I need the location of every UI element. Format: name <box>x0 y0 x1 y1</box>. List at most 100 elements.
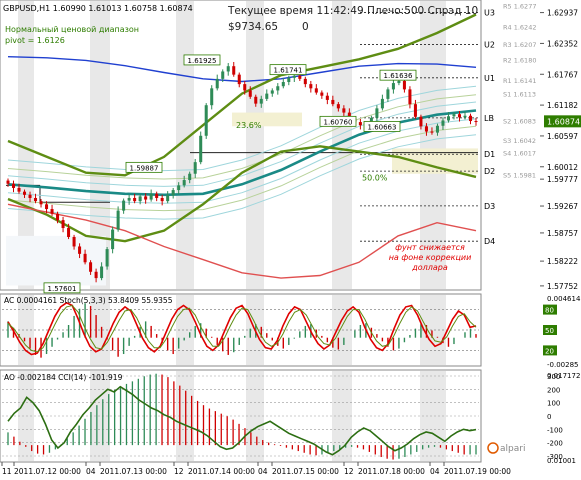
pivot-point-label: S5 1.5981 <box>503 171 536 179</box>
price-tick-label: 1.61767 <box>547 70 578 79</box>
candle-body <box>419 116 423 127</box>
candle-body <box>23 191 27 195</box>
moving-average-line <box>7 203 477 279</box>
pivot-level-label: U2 <box>484 41 495 50</box>
time-label: 2011.07.12 00:00 <box>14 467 81 476</box>
time-label: 04 <box>86 467 96 476</box>
time-label: 04 <box>258 467 268 476</box>
session-stripe <box>420 371 446 461</box>
candle-body <box>50 209 54 214</box>
price-label-box <box>319 115 357 127</box>
candle-body <box>391 83 395 90</box>
moving-average-line <box>7 145 477 243</box>
candle-body <box>402 80 406 90</box>
candle-body <box>177 185 181 191</box>
candle-body <box>204 105 208 136</box>
session-stripe <box>90 295 110 365</box>
candle-body <box>199 135 203 163</box>
ao-cci-stripes <box>18 371 446 461</box>
server-info: Текущее время 11:42:49 Плечо:500 Спрэд 1… <box>227 5 478 17</box>
pivot-level-label: U1 <box>484 74 495 83</box>
price-pane[interactable]: 1.61925 1.61741 1.61636 1.60760 1.60663 1.598… <box>0 0 536 294</box>
candle-body <box>149 193 153 200</box>
alpari-logo-icon <box>487 442 499 454</box>
candle-body <box>336 104 340 109</box>
price-tick-label: 1.57752 <box>547 282 578 291</box>
ac-stoch-pane[interactable]: AC 0.0004161 Stoch(5,3,3) 53.8409 55.935… <box>0 293 482 367</box>
candle-body <box>452 114 456 117</box>
candle-body <box>11 183 16 188</box>
candle-body <box>441 120 445 126</box>
session-stripe <box>176 1 194 289</box>
candle-body <box>144 196 148 200</box>
price-tick-label: 1.60597 <box>547 132 578 141</box>
current-price-box <box>544 115 581 128</box>
stoch-line <box>7 304 477 353</box>
annotation-line-2: на фоне коррекции <box>389 253 472 262</box>
candle-body <box>171 190 175 196</box>
price-label: 1.61925 <box>188 57 217 65</box>
candle-body <box>270 90 274 94</box>
osc-axis-label: 100 <box>547 400 560 408</box>
candle-body <box>325 95 329 100</box>
session-stripe <box>90 371 110 461</box>
osc-axis-label: 0.01001 <box>547 457 576 465</box>
ao-cci-pane[interactable]: AO -0.002184 CCI(14) -101.919 alpari <box>0 369 525 463</box>
candle-body <box>474 121 478 123</box>
ma-band-line <box>7 101 477 187</box>
candle-body <box>292 75 296 78</box>
time-label: 11 <box>2 467 12 476</box>
candle-body <box>446 116 450 121</box>
price-label: 1.61741 <box>274 67 303 75</box>
session-stripe <box>18 1 34 289</box>
candle-body <box>259 98 263 104</box>
price-labels: 1.61925 1.61741 1.61636 1.60760 1.60663 1.598… <box>43 54 417 294</box>
osc-axis-label: -0.00285 <box>547 361 578 369</box>
price-tick-label: 1.60012 <box>547 163 578 172</box>
price-label: 1.60760 <box>324 118 353 126</box>
annotation-line-1: фунт снижается <box>395 243 465 252</box>
candle-body <box>122 200 126 211</box>
fib-zone <box>6 235 106 286</box>
level-label: 20 <box>545 347 554 355</box>
fib-label: 23.6% <box>236 121 262 130</box>
pivot-point-label: R2 1.6180 <box>503 56 536 64</box>
pivot-point-label: S4 1.6017 <box>503 150 536 158</box>
candle-body <box>127 197 131 201</box>
price-tick-label: 1.62352 <box>547 39 578 48</box>
price-tick-label: 1.62937 <box>547 9 578 18</box>
ao-cci-header: AO -0.002184 CCI(14) -101.919 <box>4 373 123 382</box>
fib-label: 50.0% <box>362 174 388 183</box>
price-tick-label: 1.59267 <box>547 202 578 211</box>
level-label: 80 <box>545 307 554 315</box>
candle-body <box>39 201 43 205</box>
candle-body <box>314 88 318 93</box>
candle-body <box>188 173 192 181</box>
candle-body <box>155 193 159 198</box>
session-stripe <box>246 1 264 289</box>
osc-axis-label: -200 <box>547 440 563 448</box>
candle-body <box>67 228 71 237</box>
candle-body <box>83 253 87 263</box>
candle-body <box>386 89 390 99</box>
pivot-point-label: S2 1.6083 <box>503 118 536 126</box>
candle-body <box>320 92 324 96</box>
current-price-label: 1.60874 <box>547 117 580 126</box>
candle-body <box>243 84 247 91</box>
candle-body <box>6 180 10 184</box>
candle-body <box>226 66 230 72</box>
candle-body <box>358 122 362 126</box>
alpari-text: alpari <box>500 444 525 454</box>
time-label: 2011.07.15 00:00 <box>272 467 339 476</box>
candle-body <box>463 115 467 118</box>
candle-body <box>457 114 461 118</box>
candle-body <box>397 80 401 84</box>
zero-value: 0 <box>302 21 309 33</box>
candle-body <box>94 271 98 279</box>
candle-body <box>138 196 142 202</box>
time-label: 2011.07.19 00:00 <box>444 467 511 476</box>
time-label: 12 <box>344 467 354 476</box>
candle-body <box>303 78 307 85</box>
